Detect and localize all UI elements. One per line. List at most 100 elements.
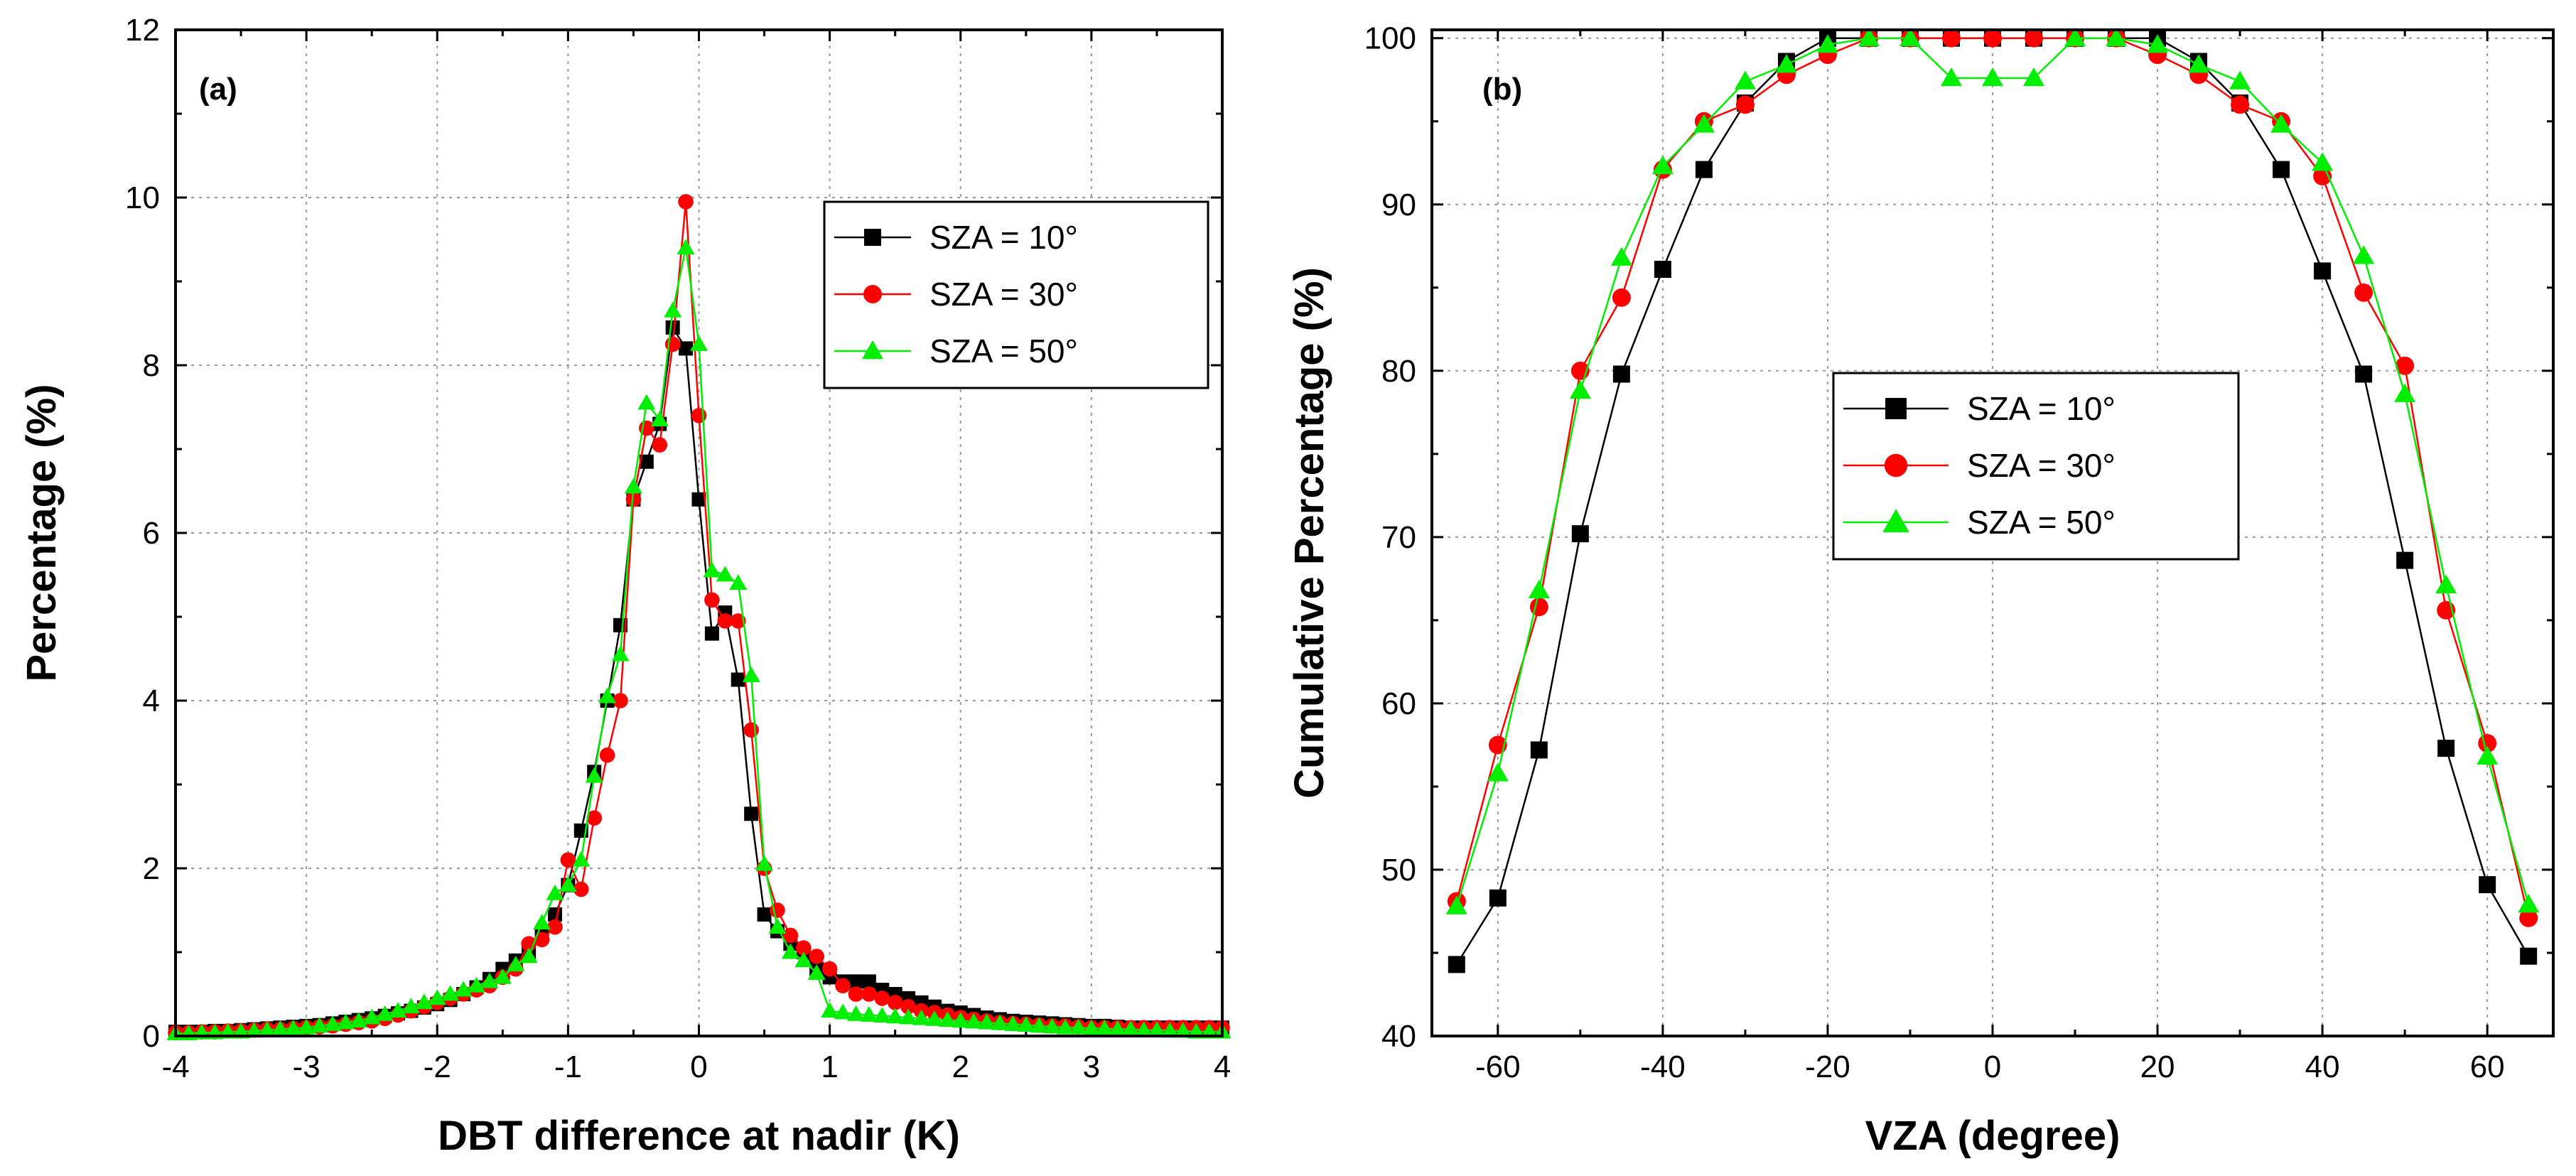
data-point [1571, 525, 1589, 543]
data-point [874, 991, 890, 1006]
data-point [467, 976, 485, 993]
data-point [1899, 27, 1921, 46]
data-point [846, 1005, 865, 1021]
data-point [835, 978, 851, 993]
data-point [402, 998, 420, 1014]
data-point [1082, 1019, 1101, 1035]
y-tick-label: 4 [143, 684, 160, 718]
data-point [2519, 908, 2538, 927]
data-point [886, 1008, 905, 1024]
data-point [1983, 28, 2002, 48]
data-point [821, 1002, 839, 1018]
data-point [493, 968, 512, 984]
y-tick-label: 0 [143, 1019, 160, 1054]
data-point [598, 687, 617, 703]
x-tick-label: 4 [1214, 1050, 1231, 1084]
series-3 [1445, 27, 2540, 915]
data-point [1487, 762, 1509, 782]
data-point [2520, 947, 2538, 965]
data-point [873, 1007, 891, 1023]
data-point [323, 1015, 342, 1031]
data-point [297, 1018, 316, 1035]
x-tick-label: 20 [2140, 1050, 2175, 1084]
data-point [480, 972, 499, 988]
y-tick-label: 10 [125, 180, 160, 215]
data-point [1610, 247, 1632, 266]
data-point [2273, 161, 2290, 178]
data-point [679, 341, 694, 356]
data-point [1942, 28, 1961, 48]
data-point [336, 1013, 355, 1030]
data-point [441, 985, 460, 1001]
data-point [925, 1010, 944, 1026]
data-point [2188, 54, 2210, 73]
data-point [717, 613, 733, 629]
legend-entry-label: SZA = 30° [1967, 447, 2116, 484]
data-point [716, 566, 734, 582]
x-tick-label: -20 [1805, 1050, 1850, 1084]
data-point [664, 301, 682, 318]
data-point [547, 919, 563, 935]
data-point [258, 1021, 276, 1037]
data-point [625, 492, 642, 507]
legend-swatch-marker [1884, 453, 1908, 478]
y-tick-label: 40 [1381, 1019, 1416, 1054]
data-point [690, 335, 708, 351]
plot-frame [1430, 28, 2555, 1037]
data-point [665, 320, 680, 335]
y-tick-label: 70 [1381, 520, 1416, 555]
data-point [573, 881, 589, 897]
data-point [1148, 1021, 1166, 1037]
y-tick-label: 90 [1381, 188, 1416, 222]
data-point [1003, 1015, 1022, 1031]
data-point [1940, 67, 1962, 87]
x-tick-label: 3 [1083, 1050, 1100, 1084]
x-tick-label: -3 [293, 1050, 320, 1084]
data-point [613, 693, 628, 708]
data-point [860, 1006, 878, 1022]
data-point [1489, 889, 1507, 907]
data-point [861, 986, 877, 1002]
legend-entry-label: SZA = 50° [1967, 504, 2116, 541]
data-point [887, 995, 903, 1010]
data-point [2353, 245, 2375, 264]
data-point [1858, 27, 1880, 46]
x-tick-label: 1 [821, 1050, 838, 1084]
data-point [2106, 27, 2128, 46]
data-point [1775, 54, 1797, 73]
y-tick-label: 2 [143, 851, 160, 886]
y-tick-label: 60 [1381, 686, 1416, 721]
y-tick-label: 6 [143, 516, 160, 551]
legend: SZA = 10° SZA = 30° SZA = 50° [1832, 372, 2240, 561]
legend-swatch-marker [1885, 398, 1907, 419]
data-point [284, 1019, 303, 1035]
data-point [1651, 155, 1674, 175]
y-tick-label: 80 [1381, 354, 1416, 389]
data-point [744, 807, 759, 821]
data-point [861, 974, 876, 989]
data-point [428, 989, 446, 1005]
data-point [1612, 365, 1630, 383]
data-point [585, 767, 603, 783]
legend-swatch-marker [863, 285, 882, 303]
legend-swatch-marker [1882, 509, 1909, 533]
data-point [1445, 895, 1467, 915]
data-point [991, 1014, 1009, 1030]
data-point [1735, 95, 1755, 114]
data-point [1612, 288, 1631, 307]
data-point [794, 951, 813, 968]
data-point [742, 667, 760, 682]
data-point [376, 1005, 394, 1021]
data-point [559, 876, 577, 892]
panel-label: (a) [199, 72, 237, 107]
data-point [652, 437, 668, 453]
data-point [1982, 67, 2003, 87]
data-point [507, 956, 525, 972]
data-point [2396, 551, 2414, 569]
panel-label: (b) [1482, 72, 1522, 107]
data-point [2025, 28, 2043, 48]
data-point [560, 852, 576, 868]
data-point [350, 1012, 368, 1028]
